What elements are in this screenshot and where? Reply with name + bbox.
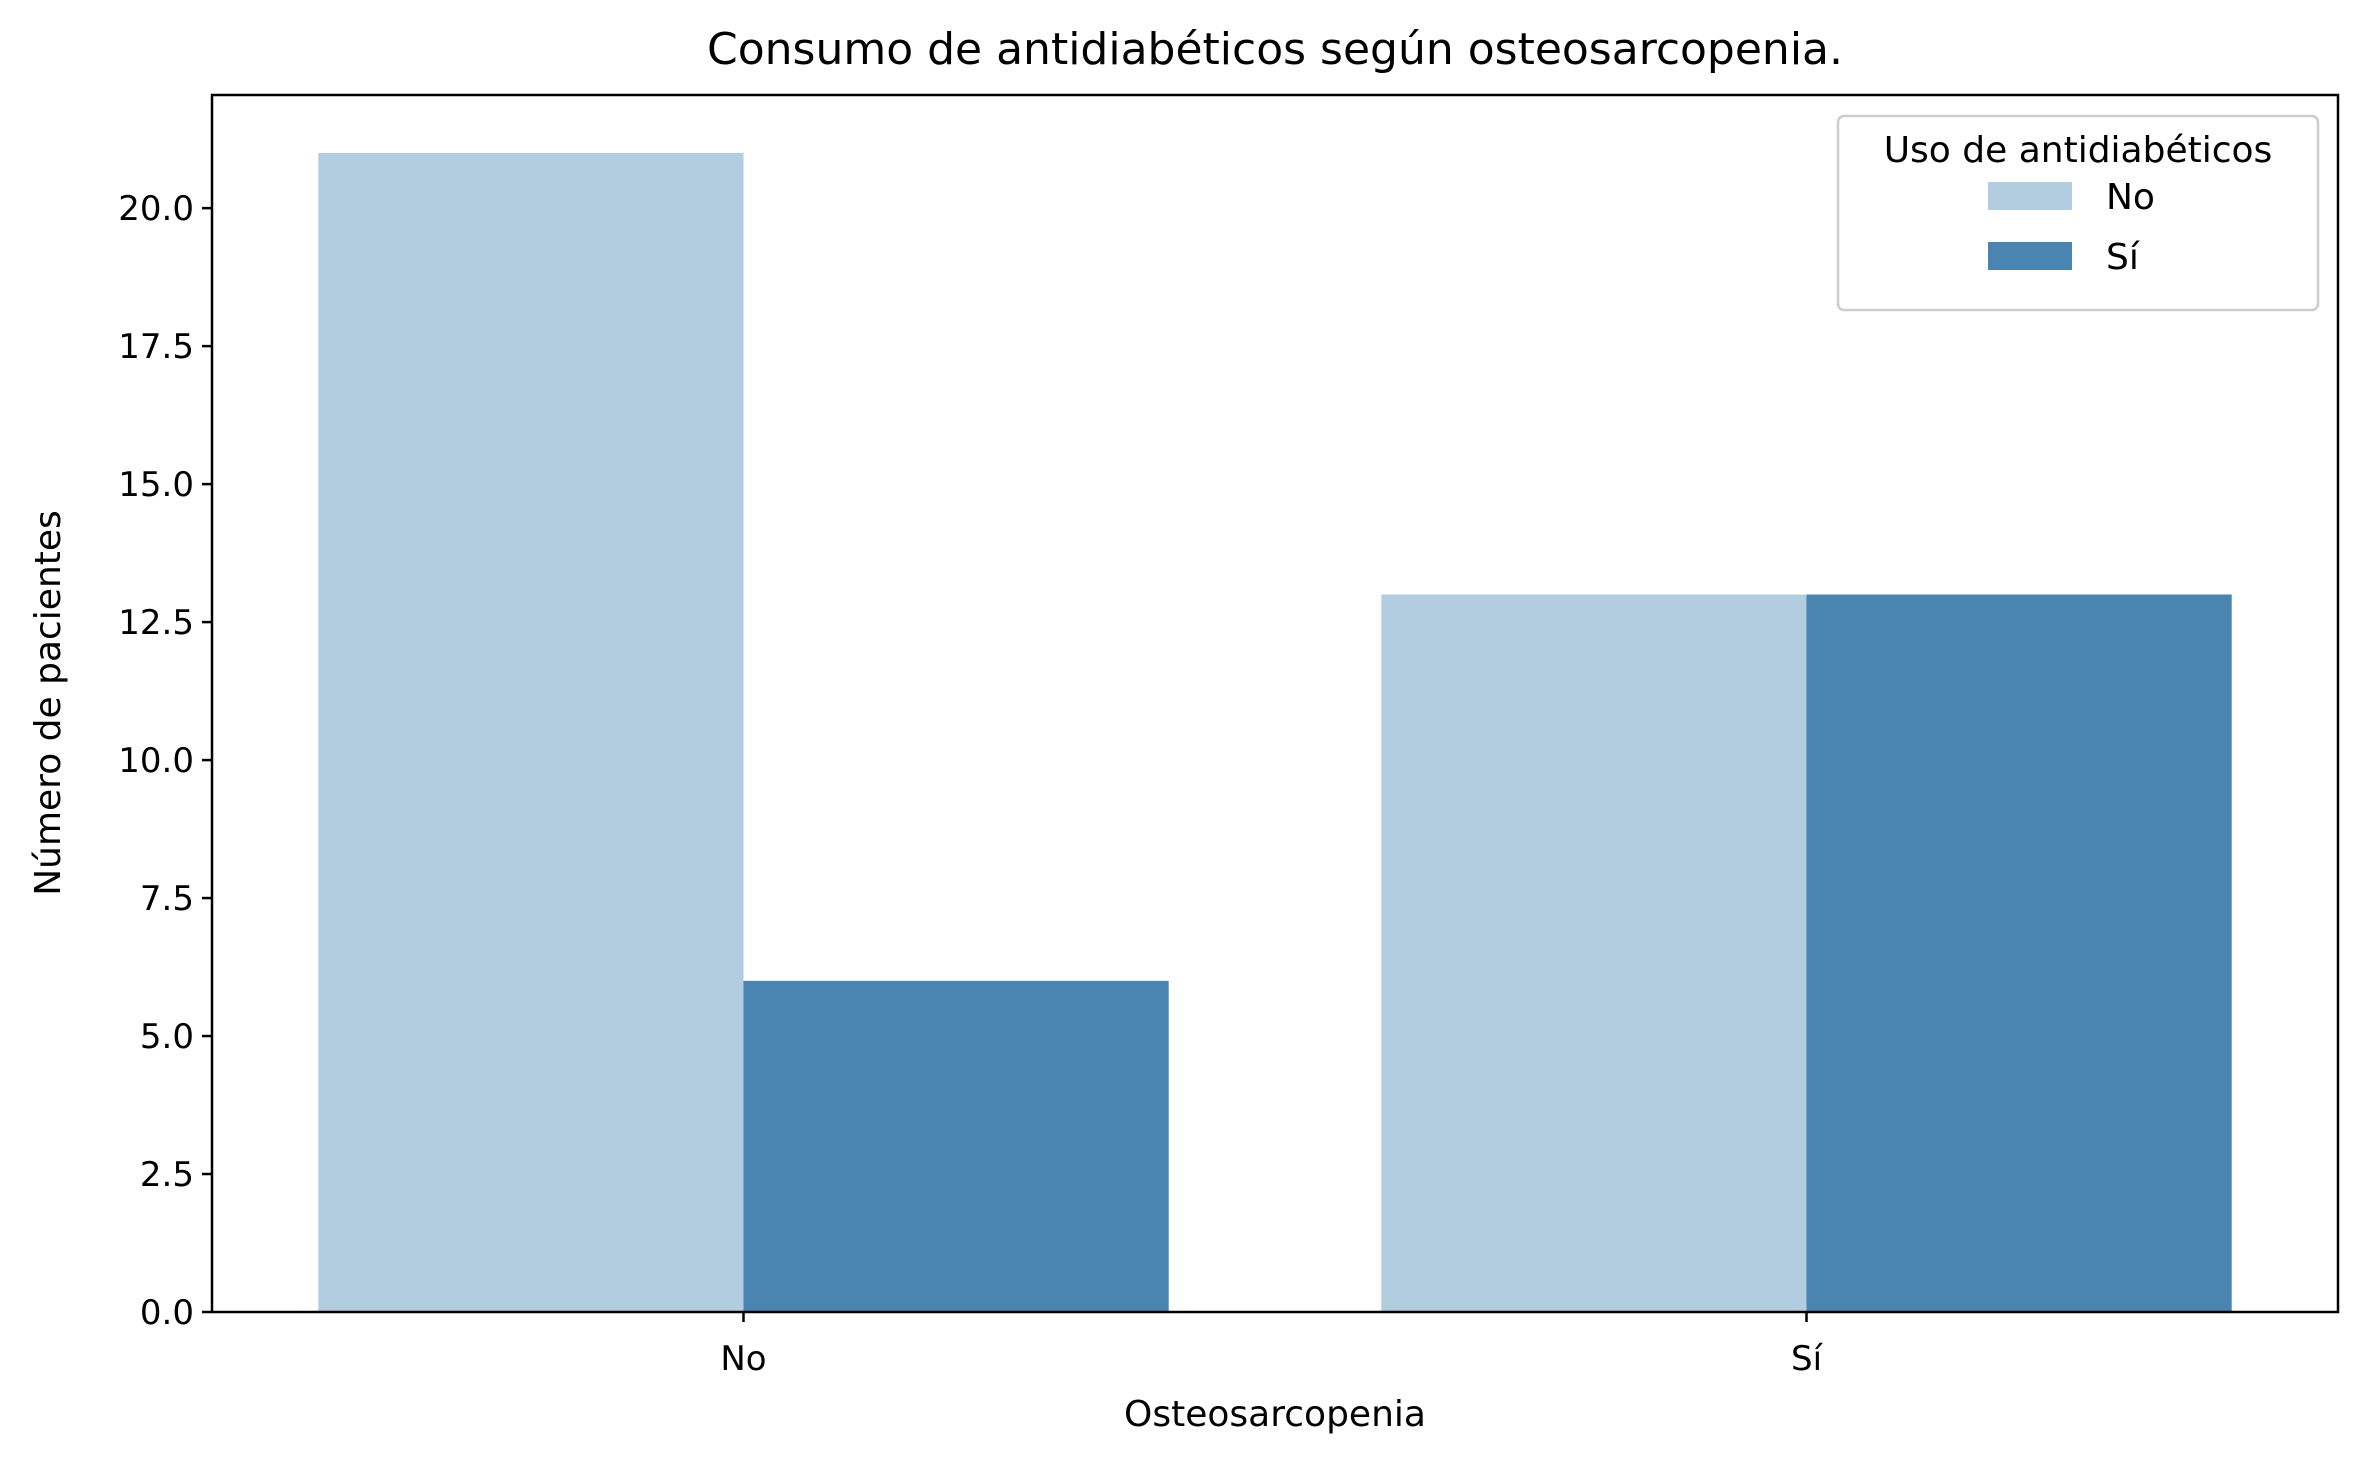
legend-label-No: No [2106, 177, 2155, 218]
y-tick-label: 15.0 [118, 465, 194, 505]
bar-Sí-No [1381, 594, 1807, 1312]
y-tick-label: 10.0 [118, 741, 194, 781]
legend-swatch-No [1988, 182, 2072, 210]
x-axis-ticks: No Sí [720, 1312, 1824, 1379]
x-axis-label: Osteosarcopenia [1124, 1394, 1426, 1435]
y-tick-label: 20.0 [118, 189, 194, 229]
legend: Uso de antidiabéticos No Sí [1836, 114, 2320, 312]
legend-title: Uso de antidiabéticos [1884, 130, 2273, 171]
bar-No-Sí [743, 980, 1169, 1312]
y-tick-label: 0.0 [140, 1293, 194, 1333]
y-tick-label: 12.5 [118, 603, 194, 643]
y-tick-label: 2.5 [140, 1155, 194, 1195]
y-tick-label: 7.5 [140, 879, 194, 919]
y-axis-ticks: 0.0 2.5 5.0 7.5 10.0 12.5 15.0 17.5 20.0 [118, 189, 212, 1333]
bars-group [318, 152, 2232, 1312]
legend-label-Sí: Sí [2106, 237, 2140, 278]
bar-Sí-Sí [1806, 594, 2232, 1312]
legend-items: No Sí [1988, 177, 2155, 278]
chart-title: Consumo de antidiabéticos según osteosar… [707, 24, 1843, 75]
y-tick-label: 17.5 [118, 327, 194, 367]
y-axis-label: Número de pacientes [28, 510, 69, 896]
y-tick-label: 5.0 [140, 1017, 194, 1057]
x-tick-label: Sí [1791, 1339, 1824, 1379]
x-tick-label: No [720, 1339, 766, 1379]
plot-frame [210, 93, 2340, 1314]
legend-frame [1836, 114, 2320, 312]
bar-No-No [318, 152, 744, 1312]
legend-swatch-Sí [1988, 242, 2072, 270]
